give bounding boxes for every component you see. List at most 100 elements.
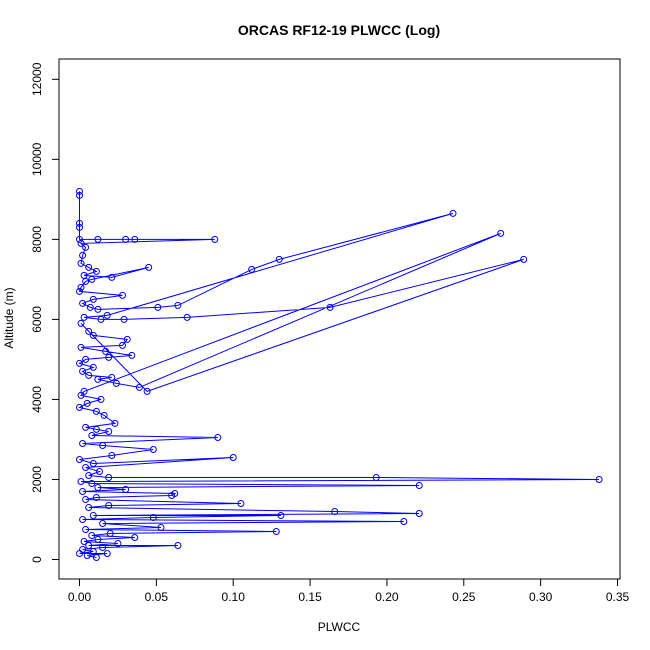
data-point	[497, 229, 505, 237]
data-point	[92, 267, 100, 275]
data-point	[92, 425, 100, 433]
data-point	[89, 295, 97, 303]
data-point	[77, 319, 85, 327]
data-point	[89, 512, 97, 519]
data-point	[275, 255, 283, 263]
data-point	[128, 351, 136, 359]
data-point	[106, 530, 114, 537]
chart-title: ORCAS RF12-19 PLWCC (Log)	[238, 22, 440, 38]
data-point	[149, 514, 157, 521]
y-tick-label: 4000	[30, 386, 44, 413]
data-point	[105, 474, 113, 481]
y-tick-label: 6000	[30, 306, 44, 333]
data-point	[112, 379, 120, 387]
data-point	[108, 373, 116, 381]
data-point	[97, 395, 105, 403]
data-point	[99, 520, 107, 527]
data-point	[77, 283, 85, 291]
data-point	[372, 474, 380, 481]
data-point	[211, 235, 219, 243]
data-point	[76, 219, 83, 227]
data-point	[168, 492, 176, 499]
y-axis: 0 2000 4000 6000 8000 10000 12000	[30, 62, 60, 563]
data-point	[183, 313, 191, 321]
data-point	[77, 478, 85, 485]
data-point	[89, 460, 97, 467]
data-point	[248, 265, 256, 273]
data-point	[85, 472, 93, 479]
x-tick-label: 0.25	[452, 590, 476, 604]
data-point	[145, 263, 153, 271]
data-point	[326, 303, 334, 311]
x-axis: 0.00 0.05 0.10 0.15 0.20 0.25 0.30 0.35	[68, 578, 630, 604]
data-point	[99, 442, 107, 449]
data-point	[96, 468, 103, 475]
data-point	[105, 502, 113, 509]
data-point	[143, 387, 151, 395]
data-point	[229, 454, 237, 461]
data-point	[77, 391, 85, 399]
data-point	[277, 512, 285, 519]
data-point	[83, 399, 91, 407]
data-point	[86, 303, 94, 311]
data-point	[76, 287, 83, 295]
data-point	[89, 363, 97, 371]
data-point	[82, 277, 90, 285]
data-point	[82, 243, 90, 251]
data-point	[92, 407, 100, 415]
data-point	[415, 482, 423, 489]
x-tick-label: 0.00	[68, 590, 92, 604]
data-point	[105, 428, 113, 435]
data-point	[82, 423, 90, 431]
y-tick-label: 10000	[30, 142, 44, 176]
data-point	[135, 383, 143, 391]
x-tick-label: 0.30	[529, 590, 553, 604]
data-point	[119, 341, 126, 349]
data-point	[94, 235, 102, 243]
y-tick-label: 12000	[30, 62, 44, 96]
data-point	[76, 456, 83, 463]
data-point	[77, 259, 85, 267]
data-point	[131, 534, 139, 541]
y-tick-label: 8000	[30, 226, 44, 253]
data-point	[108, 452, 116, 459]
data-point	[102, 347, 110, 355]
data-point	[76, 191, 83, 199]
x-tick-label: 0.15	[298, 590, 322, 604]
data-point	[122, 486, 130, 493]
plot-area	[76, 187, 603, 561]
data-point	[120, 315, 128, 323]
series-line	[78, 191, 600, 558]
data-point	[119, 291, 126, 299]
data-point	[123, 335, 131, 343]
data-point	[79, 516, 87, 523]
data-point	[82, 496, 90, 503]
data-point	[80, 538, 88, 545]
data-point	[85, 371, 93, 379]
data-point	[76, 550, 83, 557]
data-point	[400, 518, 408, 525]
data-point	[114, 540, 122, 547]
x-tick-label: 0.10	[222, 590, 246, 604]
data-point	[108, 273, 116, 281]
data-point	[79, 440, 87, 447]
y-tick-label: 2000	[30, 466, 44, 493]
data-point	[111, 419, 119, 427]
data-point	[83, 552, 91, 559]
data-point	[82, 464, 90, 471]
data-point	[94, 375, 102, 383]
data-point	[174, 542, 182, 549]
data-point	[103, 550, 111, 557]
data-point	[94, 536, 102, 543]
data-point	[157, 524, 165, 531]
data-point	[415, 510, 423, 517]
data-point	[149, 446, 157, 453]
data-point	[85, 327, 93, 335]
data-point	[76, 359, 83, 367]
data-point	[89, 331, 97, 339]
x-tick-label: 0.35	[606, 590, 630, 604]
data-point	[237, 500, 245, 507]
data-point	[79, 488, 87, 495]
data-point	[79, 299, 87, 307]
